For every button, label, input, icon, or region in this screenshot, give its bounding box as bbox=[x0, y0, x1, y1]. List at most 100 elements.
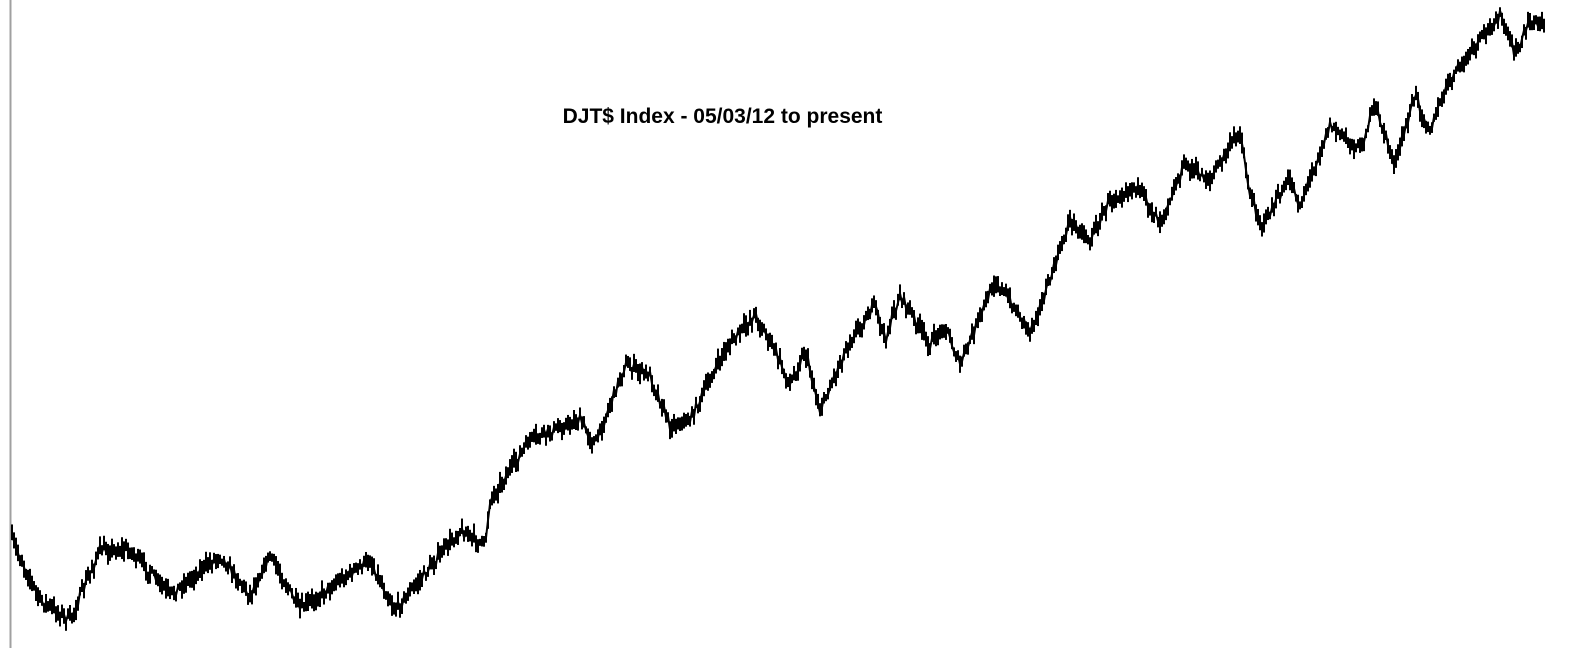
price-line-segment bbox=[287, 586, 291, 590]
price-line-segment bbox=[343, 576, 347, 583]
price-line-segment bbox=[537, 436, 541, 440]
price-line-segment bbox=[1145, 197, 1149, 208]
price-line-segment bbox=[277, 569, 281, 575]
price-line-segment bbox=[719, 356, 723, 364]
price-line-segment bbox=[363, 558, 367, 562]
price-line-segment bbox=[111, 546, 115, 550]
price-line-segment bbox=[561, 429, 565, 433]
price-line-segment bbox=[217, 557, 221, 561]
price-line-segment bbox=[825, 394, 829, 398]
price-line-segment bbox=[839, 362, 843, 366]
price-line-segment bbox=[413, 583, 417, 587]
price-line-segment bbox=[1203, 177, 1207, 181]
price-line-segment bbox=[1383, 131, 1387, 135]
price-line-segment bbox=[131, 551, 135, 556]
price-line-segment bbox=[1253, 200, 1257, 215]
price-line-segment bbox=[1461, 61, 1465, 67]
price-line-segment bbox=[771, 342, 775, 351]
price-line-segment bbox=[657, 393, 661, 405]
price-line-segment bbox=[1463, 55, 1467, 63]
price-line-segment bbox=[1179, 167, 1183, 181]
price-line-segment bbox=[1075, 224, 1079, 233]
price-line-segment bbox=[143, 561, 147, 573]
price-line-segment bbox=[411, 585, 415, 589]
price-line-segment bbox=[1291, 186, 1295, 190]
price-line-segment bbox=[1379, 122, 1383, 129]
price-line-segment bbox=[991, 285, 995, 292]
price-line-segment bbox=[1425, 124, 1429, 129]
price-line-segment bbox=[703, 383, 707, 392]
price-line-segment bbox=[903, 296, 907, 309]
price-line-segment bbox=[85, 576, 89, 581]
price-line-segment bbox=[943, 328, 947, 332]
price-line-segment bbox=[1419, 111, 1423, 117]
price-line-segment bbox=[29, 578, 33, 583]
price-line-segment bbox=[485, 520, 489, 538]
price-line-segment bbox=[1459, 64, 1463, 68]
price-line-segment bbox=[1099, 211, 1103, 224]
price-line-segment bbox=[497, 482, 501, 494]
price-line-segment bbox=[1353, 147, 1357, 151]
price-line-segment bbox=[1451, 72, 1455, 82]
price-line-segment bbox=[493, 492, 497, 496]
price-line-segment bbox=[1201, 172, 1205, 180]
price-line-segment bbox=[603, 416, 607, 426]
price-line-segment bbox=[1385, 133, 1389, 146]
price-line-segment bbox=[427, 563, 431, 572]
price-line-segment bbox=[829, 382, 833, 389]
price-line-segment bbox=[539, 433, 543, 439]
price-line-segment bbox=[823, 395, 827, 398]
price-line-segment bbox=[1361, 141, 1365, 149]
price-line-segment bbox=[1393, 158, 1397, 166]
price-line-segment bbox=[201, 564, 205, 572]
price-line-segment bbox=[289, 587, 293, 595]
price-line-segment bbox=[95, 551, 99, 561]
price-line-segment bbox=[1023, 318, 1027, 327]
price-line-segment bbox=[27, 577, 31, 581]
price-line-segment bbox=[1319, 147, 1323, 155]
price-line-segment bbox=[1161, 214, 1165, 220]
price-line-segment bbox=[925, 337, 929, 347]
price-line-segment bbox=[1255, 214, 1259, 219]
price-line-segment bbox=[683, 418, 687, 424]
price-line-segment bbox=[885, 331, 889, 343]
price-line-segment bbox=[1163, 210, 1167, 216]
price-line-segment bbox=[1435, 106, 1439, 116]
price-line-segment bbox=[483, 537, 487, 542]
price-line-segment bbox=[1477, 35, 1481, 42]
price-line-segment bbox=[1239, 133, 1243, 144]
price-line-segment bbox=[875, 306, 879, 314]
price-line-segment bbox=[547, 428, 551, 435]
price-line-segment bbox=[1045, 280, 1049, 290]
price-line-segment bbox=[963, 346, 967, 354]
price-line-segment bbox=[711, 372, 715, 381]
price-line-segment bbox=[383, 590, 387, 597]
price-line-segment bbox=[273, 557, 277, 566]
price-line-segment bbox=[21, 562, 25, 568]
price-line-segment bbox=[669, 427, 673, 431]
price-line-segment bbox=[215, 557, 219, 561]
price-line-segment bbox=[399, 605, 403, 610]
price-line-segment bbox=[141, 559, 145, 563]
price-line-segment bbox=[747, 320, 751, 327]
price-line-segment bbox=[415, 582, 419, 586]
price-line-segment bbox=[795, 369, 799, 377]
price-line-segment bbox=[1279, 191, 1283, 200]
price-line-segment bbox=[527, 439, 531, 447]
price-line-segment bbox=[1395, 150, 1399, 159]
price-line-segment bbox=[559, 427, 563, 432]
price-line-segment bbox=[807, 357, 811, 372]
price-line-segment bbox=[615, 380, 619, 395]
price-line-segment bbox=[257, 576, 261, 584]
price-line-segment bbox=[137, 553, 141, 559]
price-line-segment bbox=[1191, 167, 1195, 171]
price-line-segment bbox=[945, 328, 949, 332]
price-line-segment bbox=[389, 601, 393, 607]
price-line-segment bbox=[1223, 152, 1227, 156]
price-line-segment bbox=[233, 569, 237, 581]
price-line-segment bbox=[849, 340, 853, 344]
price-line-segment bbox=[583, 422, 587, 431]
price-line-segment bbox=[17, 552, 21, 561]
price-line-segment bbox=[1499, 10, 1503, 18]
price-line-segment bbox=[1491, 25, 1495, 31]
